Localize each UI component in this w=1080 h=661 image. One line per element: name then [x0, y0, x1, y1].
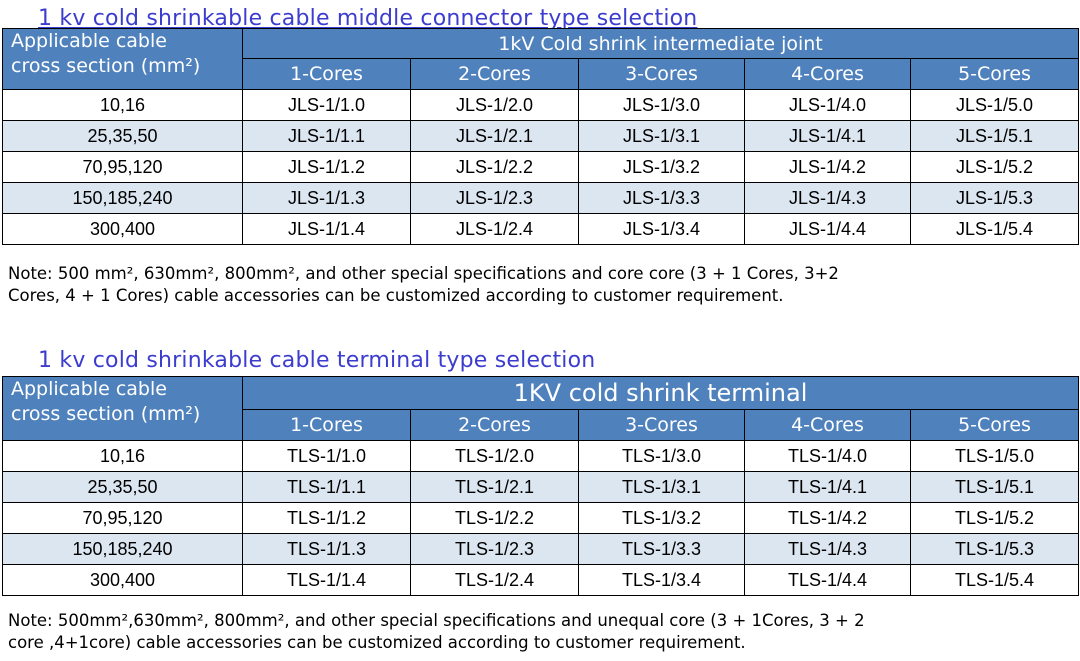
midjoint-title: 1 kv cold shrinkable cable middle connec… — [38, 6, 698, 31]
model-cell: JLS-1/3.4 — [578, 213, 745, 245]
model-cell: TLS-1/4.2 — [744, 502, 911, 534]
table-row: 300,400 JLS-1/1.4 JLS-1/2.4 JLS-1/3.4 JL… — [2, 213, 1080, 245]
model-cell: JLS-1/5.0 — [909, 89, 1080, 121]
model-cell: TLS-1/5.4 — [909, 564, 1080, 596]
core-header: 3-Cores — [578, 58, 745, 90]
model-cell: TLS-1/2.1 — [410, 471, 579, 503]
model-cell: TLS-1/5.3 — [909, 533, 1080, 565]
note-line: Note: 500 mm², 630mm², 800mm², and other… — [8, 264, 839, 283]
model-cell: TLS-1/1.2 — [242, 502, 411, 534]
size-cell: 10,16 — [2, 89, 243, 121]
table-row: 300,400 TLS-1/1.4 TLS-1/2.4 TLS-1/3.4 TL… — [2, 564, 1080, 596]
model-cell: TLS-1/3.3 — [578, 533, 745, 565]
core-header: 2-Cores — [410, 58, 579, 90]
model-cell: JLS-1/5.4 — [909, 213, 1080, 245]
model-cell: TLS-1/3.0 — [578, 440, 745, 472]
model-cell: TLS-1/1.1 — [242, 471, 411, 503]
cross-section-header-line1: Applicable cable — [11, 378, 167, 400]
model-cell: JLS-1/4.4 — [744, 213, 911, 245]
model-cell: JLS-1/4.2 — [744, 151, 911, 183]
model-cell: JLS-1/1.3 — [242, 182, 411, 214]
size-cell: 300,400 — [2, 213, 243, 245]
cross-section-header-line2: cross section (mm²) — [11, 55, 201, 77]
cross-section-header-line1: Applicable cable — [11, 30, 167, 52]
size-cell: 150,185,240 — [2, 533, 243, 565]
size-cell: 70,95,120 — [2, 502, 243, 534]
core-header: 5-Cores — [909, 58, 1080, 90]
core-header: 3-Cores — [578, 409, 745, 441]
group-header: 1KV cold shrink terminal — [241, 376, 1080, 410]
model-cell: JLS-1/4.1 — [744, 120, 911, 152]
size-cell: 150,185,240 — [2, 182, 243, 214]
model-cell: TLS-1/5.0 — [909, 440, 1080, 472]
core-header: 1-Cores — [242, 58, 411, 90]
model-cell: JLS-1/3.2 — [578, 151, 745, 183]
table-row: 25,35,50 JLS-1/1.1 JLS-1/2.1 JLS-1/3.1 J… — [2, 120, 1080, 152]
core-header: 4-Cores — [744, 58, 911, 90]
model-cell: TLS-1/4.3 — [744, 533, 911, 565]
model-cell: JLS-1/1.1 — [242, 120, 411, 152]
core-header: 1-Cores — [242, 409, 411, 441]
model-cell: JLS-1/2.2 — [410, 151, 579, 183]
model-cell: TLS-1/2.2 — [410, 502, 579, 534]
model-cell: TLS-1/4.4 — [744, 564, 911, 596]
model-cell: TLS-1/2.3 — [410, 533, 579, 565]
table-row: 70,95,120 JLS-1/1.2 JLS-1/2.2 JLS-1/3.2 … — [2, 151, 1080, 183]
model-cell: JLS-1/3.1 — [578, 120, 745, 152]
core-header: 2-Cores — [410, 409, 579, 441]
model-cell: TLS-1/3.1 — [578, 471, 745, 503]
terminal-title: 1 kv cold shrinkable cable terminal type… — [38, 348, 596, 373]
model-cell: TLS-1/3.2 — [578, 502, 745, 534]
model-cell: TLS-1/1.0 — [242, 440, 411, 472]
model-cell: JLS-1/1.0 — [242, 89, 411, 121]
model-cell: JLS-1/2.4 — [410, 213, 579, 245]
model-cell: TLS-1/1.4 — [242, 564, 411, 596]
note-line: Note: 500mm²,630mm², 800mm², and other s… — [8, 611, 865, 630]
model-cell: TLS-1/5.1 — [909, 471, 1080, 503]
table-row: 150,185,240 JLS-1/1.3 JLS-1/2.3 JLS-1/3.… — [2, 182, 1080, 214]
table-row: 10,16 TLS-1/1.0 TLS-1/2.0 TLS-1/3.0 TLS-… — [2, 440, 1080, 472]
core-header: 4-Cores — [744, 409, 911, 441]
model-cell: JLS-1/4.0 — [744, 89, 911, 121]
note-line: core ,4+1core) cable accessories can be … — [8, 633, 746, 652]
model-cell: JLS-1/3.3 — [578, 182, 745, 214]
model-cell: TLS-1/3.4 — [578, 564, 745, 596]
model-cell: TLS-1/1.3 — [242, 533, 411, 565]
group-header: 1kV Cold shrink intermediate joint — [241, 28, 1080, 59]
model-cell: TLS-1/4.0 — [744, 440, 911, 472]
midjoint-table: Applicable cable cross section (mm²) 1kV… — [2, 28, 1080, 245]
cross-section-header-line2: cross section (mm²) — [11, 403, 201, 425]
midjoint-note: Note: 500 mm², 630mm², 800mm², and other… — [8, 263, 1078, 307]
size-cell: 70,95,120 — [2, 151, 243, 183]
model-cell: TLS-1/5.2 — [909, 502, 1080, 534]
model-cell: JLS-1/2.1 — [410, 120, 579, 152]
model-cell: JLS-1/4.3 — [744, 182, 911, 214]
table-row: 25,35,50 TLS-1/1.1 TLS-1/2.1 TLS-1/3.1 T… — [2, 471, 1080, 503]
model-cell: JLS-1/3.0 — [578, 89, 745, 121]
terminal-table: Applicable cable cross section (mm²) 1KV… — [2, 376, 1080, 596]
model-cell: JLS-1/1.4 — [242, 213, 411, 245]
model-cell: TLS-1/2.0 — [410, 440, 579, 472]
core-header: 5-Cores — [909, 409, 1080, 441]
size-cell: 300,400 — [2, 564, 243, 596]
model-cell: TLS-1/2.4 — [410, 564, 579, 596]
model-cell: JLS-1/5.2 — [909, 151, 1080, 183]
table-row: 10,16 JLS-1/1.0 JLS-1/2.0 JLS-1/3.0 JLS-… — [2, 89, 1080, 121]
terminal-note: Note: 500mm²,630mm², 800mm², and other s… — [8, 610, 1078, 654]
cross-section-header: Applicable cable cross section (mm²) — [2, 376, 243, 441]
model-cell: JLS-1/5.1 — [909, 120, 1080, 152]
size-cell: 10,16 — [2, 440, 243, 472]
table-row: 70,95,120 TLS-1/1.2 TLS-1/2.2 TLS-1/3.2 … — [2, 502, 1080, 534]
cross-section-header: Applicable cable cross section (mm²) — [2, 28, 243, 90]
model-cell: JLS-1/1.2 — [242, 151, 411, 183]
model-cell: JLS-1/5.3 — [909, 182, 1080, 214]
model-cell: JLS-1/2.0 — [410, 89, 579, 121]
size-cell: 25,35,50 — [2, 471, 243, 503]
model-cell: TLS-1/4.1 — [744, 471, 911, 503]
size-cell: 25,35,50 — [2, 120, 243, 152]
table-row: 150,185,240 TLS-1/1.3 TLS-1/2.3 TLS-1/3.… — [2, 533, 1080, 565]
model-cell: JLS-1/2.3 — [410, 182, 579, 214]
note-line: Cores, 4 + 1 Cores) cable accessories ca… — [8, 286, 784, 305]
